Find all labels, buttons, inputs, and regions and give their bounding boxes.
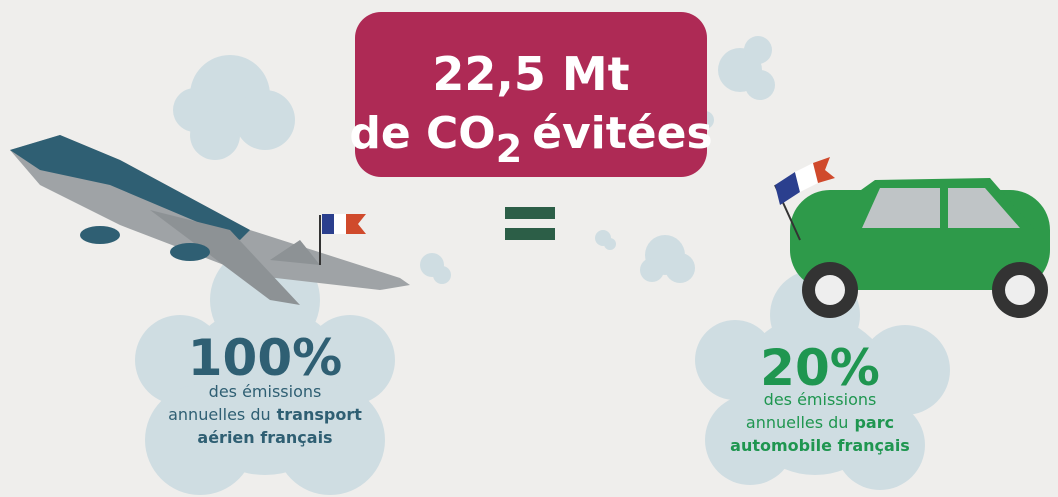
right-line2-text: annuelles du: [746, 413, 849, 432]
equals-bar: [505, 207, 555, 219]
left-line2: annuelles du transport: [168, 405, 362, 424]
right-line1: des émissions: [764, 390, 877, 409]
infographic: 22,5 Mt de CO2évitées 100% des émissions…: [0, 0, 1058, 497]
left-figure: 100%: [188, 329, 342, 387]
right-line2: annuelles du parc: [746, 413, 894, 432]
headline-line1: 22,5 Mt: [432, 47, 629, 101]
left-line2-text: annuelles du: [168, 405, 271, 424]
left-line1: des émissions: [209, 382, 322, 401]
left-line3: aérien français: [197, 428, 332, 447]
right-line2-bold: parc: [854, 413, 894, 432]
headline-subscript: 2: [496, 127, 522, 171]
headline-prefix: de CO: [349, 108, 495, 159]
right-line3: automobile français: [730, 436, 910, 455]
right-figure: 20%: [760, 339, 880, 397]
left-line2-bold: transport: [277, 405, 363, 424]
headline-suffix: évitées: [532, 108, 713, 159]
equals-bar: [505, 228, 555, 240]
page: 22,5 Mt de CO2évitées 100% des émissions…: [0, 0, 1058, 497]
